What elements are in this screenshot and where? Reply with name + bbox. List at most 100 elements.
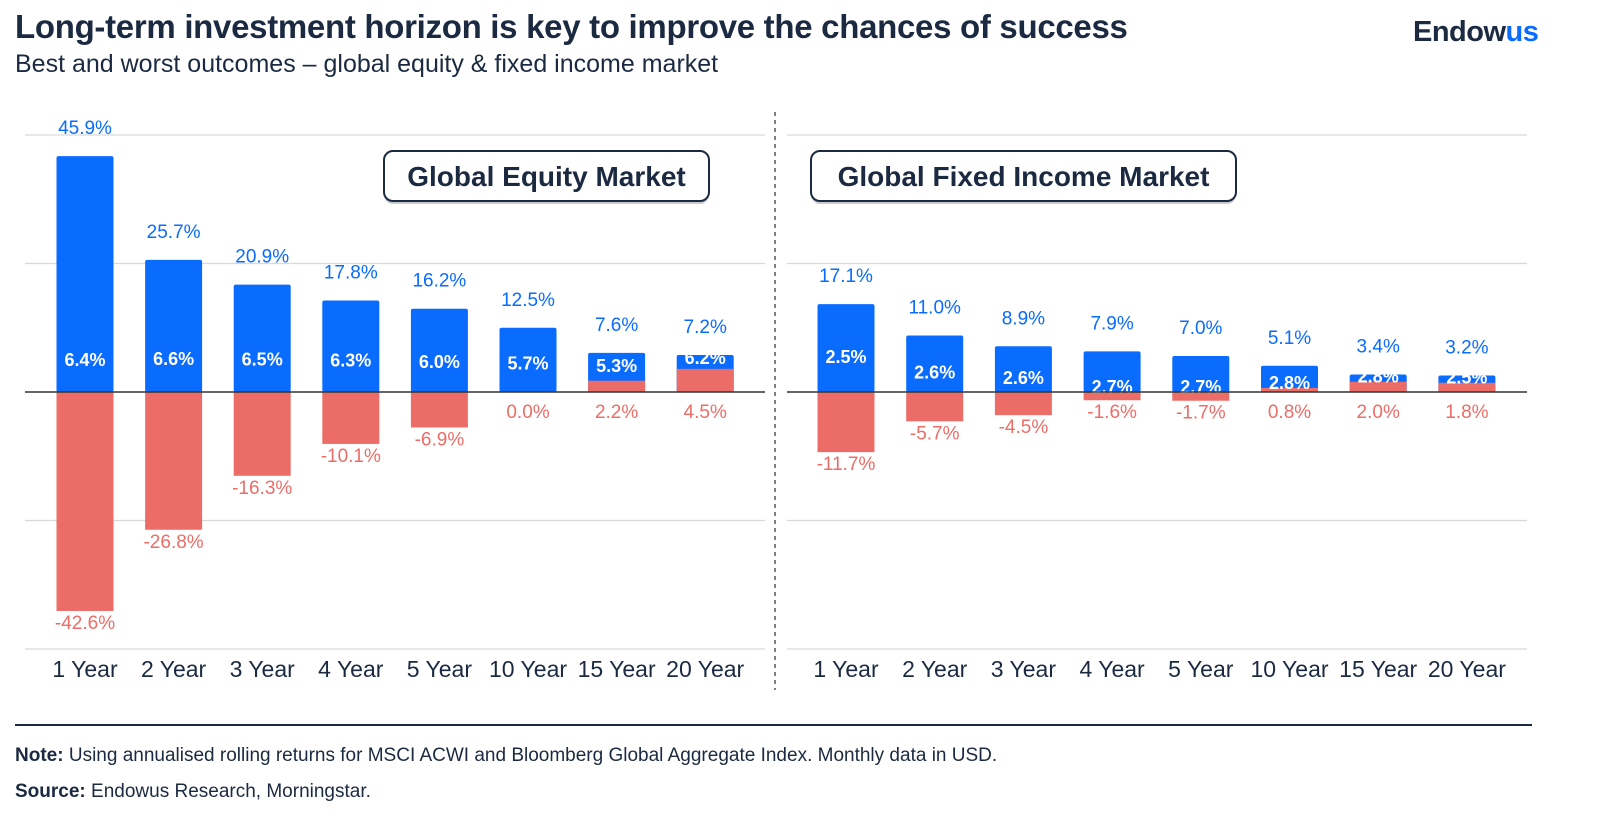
- worst-label: -16.3%: [232, 478, 292, 499]
- worst-label: -11.7%: [817, 454, 876, 475]
- bar-worst: [1261, 387, 1318, 392]
- x-tick-label: 1 Year: [813, 656, 879, 682]
- x-tick-label: 20 Year: [666, 656, 744, 682]
- worst-label: 4.5%: [684, 402, 727, 423]
- best-label: 3.4%: [1357, 337, 1400, 358]
- best-label: 20.9%: [235, 247, 289, 268]
- x-tick-label: 10 Year: [489, 656, 567, 682]
- page-title: Long-term investment horizon is key to i…: [15, 8, 1128, 45]
- bar-best: [322, 300, 380, 392]
- best-label: 7.9%: [1090, 313, 1133, 334]
- bar-worst: [906, 392, 964, 422]
- panel-title-box: [810, 150, 1237, 202]
- bar-best: [1261, 365, 1318, 392]
- worst-label: 2.0%: [1357, 402, 1400, 423]
- bar-worst: [676, 368, 734, 392]
- x-tick-label: 15 Year: [1339, 656, 1417, 682]
- best-label: 12.5%: [501, 290, 555, 311]
- endowus-logo: Endowus: [1413, 16, 1539, 49]
- median-label: 2.6%: [1003, 368, 1044, 388]
- median-label: 6.0%: [419, 352, 460, 372]
- best-label: 17.1%: [819, 266, 873, 287]
- best-label: 7.2%: [684, 317, 727, 338]
- source-text: Endowus Research, Morningstar.: [85, 781, 371, 802]
- worst-label: -6.9%: [415, 429, 465, 450]
- x-tick-label: 1 Year: [52, 656, 118, 682]
- x-tick-label: 4 Year: [318, 656, 384, 682]
- chart-svg: 45.9% -42.6% 6.4% 1 Year 25.7% -26.8% 6.6% 2 Ye…: [25, 112, 1527, 690]
- median-label: 2.5%: [825, 347, 866, 367]
- bar-best: [145, 259, 203, 392]
- bar-best: [994, 346, 1052, 392]
- best-label: 45.9%: [58, 118, 112, 139]
- bar-best: [499, 327, 557, 392]
- worst-label: -5.7%: [910, 423, 960, 444]
- worst-label: -1.7%: [1176, 403, 1226, 424]
- bar-worst: [1083, 392, 1141, 401]
- bar-worst: [1438, 382, 1496, 392]
- note-label: Note:: [15, 745, 64, 766]
- median-label: 2.7%: [1180, 377, 1221, 397]
- worst-label: 0.0%: [506, 402, 549, 423]
- worst-label: 0.8%: [1268, 402, 1311, 423]
- best-label: 8.9%: [1002, 308, 1045, 329]
- bar-best: [817, 304, 875, 392]
- bar-best: [1083, 351, 1141, 392]
- best-label: 11.0%: [908, 297, 961, 318]
- x-tick-label: 5 Year: [407, 656, 473, 682]
- best-label: 7.0%: [1179, 318, 1222, 339]
- bar-worst: [233, 392, 291, 476]
- bar-best: [410, 308, 468, 392]
- best-label: 17.8%: [324, 263, 378, 284]
- x-tick-label: 5 Year: [1168, 656, 1234, 682]
- logo-accent: us: [1505, 16, 1539, 48]
- worst-label: -1.6%: [1087, 402, 1137, 423]
- median-label: 2.5%: [1446, 368, 1487, 388]
- bar-worst: [56, 392, 114, 611]
- x-tick-label: 15 Year: [578, 656, 656, 682]
- footer-divider: [15, 724, 1532, 726]
- median-label: 6.3%: [330, 351, 371, 371]
- bar-worst: [145, 392, 203, 530]
- footer-source: Source: Endowus Research, Morningstar.: [15, 781, 371, 803]
- median-label: 5.3%: [596, 356, 637, 376]
- panel-title: Global Equity Market: [407, 161, 686, 192]
- footer-note: Note: Using annualised rolling returns f…: [15, 745, 997, 767]
- median-label: 2.8%: [1269, 373, 1310, 393]
- bar-worst: [322, 392, 380, 444]
- bar-worst: [817, 392, 875, 453]
- x-tick-label: 3 Year: [230, 656, 296, 682]
- bar-best: [906, 335, 964, 392]
- median-label: 2.6%: [914, 363, 955, 383]
- worst-label: 2.2%: [595, 402, 638, 423]
- median-label: 5.7%: [507, 354, 548, 374]
- worst-label: -42.6%: [55, 613, 115, 634]
- worst-label: -26.8%: [143, 532, 203, 553]
- median-label: 6.6%: [153, 349, 194, 369]
- bar-worst: [1172, 392, 1230, 401]
- bar-best: [56, 156, 114, 392]
- best-label: 25.7%: [147, 222, 201, 243]
- page-subtitle: Best and worst outcomes – global equity …: [15, 50, 719, 78]
- x-tick-label: 2 Year: [141, 656, 207, 682]
- median-label: 2.8%: [1358, 367, 1399, 387]
- median-label: 6.5%: [242, 350, 283, 370]
- median-label: 2.7%: [1092, 377, 1133, 397]
- best-label: 16.2%: [412, 271, 466, 292]
- bar-best: [1172, 356, 1230, 392]
- bar-worst: [410, 392, 468, 428]
- best-label: 3.2%: [1445, 338, 1488, 359]
- x-tick-label: 2 Year: [902, 656, 968, 682]
- logo-main: Endow: [1413, 16, 1506, 48]
- bar-best: [233, 284, 291, 392]
- x-tick-label: 20 Year: [1428, 656, 1506, 682]
- x-tick-label: 10 Year: [1250, 656, 1328, 682]
- bar-worst: [588, 380, 646, 392]
- note-text: Using annualised rolling returns for MSC…: [63, 745, 998, 766]
- bar-worst: [994, 392, 1052, 416]
- x-tick-label: 4 Year: [1079, 656, 1145, 682]
- median-label: 6.2%: [685, 348, 726, 368]
- best-label: 7.6%: [595, 315, 638, 336]
- worst-label: -4.5%: [999, 417, 1049, 438]
- x-tick-label: 3 Year: [991, 656, 1057, 682]
